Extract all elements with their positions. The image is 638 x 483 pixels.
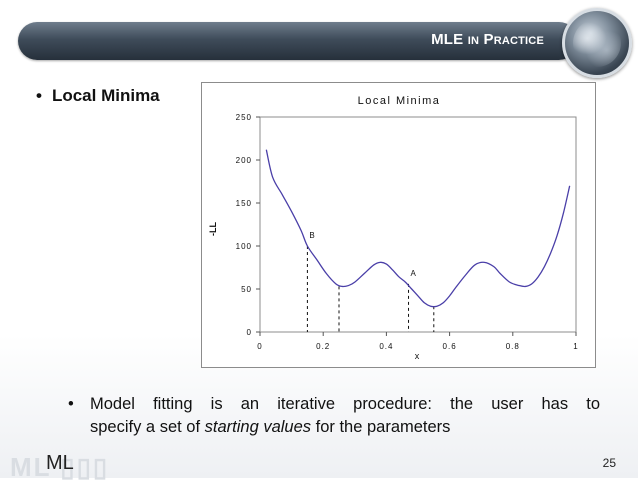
x-tick-label: 0	[257, 342, 262, 351]
footer-watermark: ML ▯▯▯	[10, 452, 110, 482]
marker-label: B	[309, 231, 314, 240]
sub-bullet-line-2-post: for the parameters	[311, 418, 451, 436]
y-tick-label: 100	[236, 242, 252, 251]
title-banner: MLE IN PRACTICE	[18, 22, 578, 60]
title-part-mle: MLE	[431, 31, 464, 48]
chart-ylabel: -LL	[208, 222, 218, 236]
sub-bullet-line-1: Model fitting is an iterative procedure:…	[90, 395, 600, 413]
chart-container: Local Minima -LL x 0 50 100 150 200 250 0 0.2 0.…	[201, 82, 596, 368]
sub-bullet-dot-icon: •	[68, 395, 74, 413]
globe-logo-icon	[562, 8, 632, 78]
chart-plot-area: 0 50 100 150 200 250 0 0.2 0.4 0.6 0.8 1 B A	[236, 113, 578, 351]
title-part-ractice: RACTICE	[493, 35, 544, 47]
title-part-in: IN	[467, 35, 480, 47]
x-tick-label: 1	[573, 342, 578, 351]
x-tick-label: 0.2	[316, 342, 330, 351]
x-tick-label: 0.4	[379, 342, 393, 351]
series-line	[265, 149, 571, 308]
bullet-text: Local Minima	[51, 86, 160, 105]
y-tick-label: 150	[236, 199, 252, 208]
slide-title: MLE IN PRACTICE	[431, 31, 544, 48]
sub-bullet-line-2: specify a set of starting values for the…	[70, 416, 600, 439]
bullet-dot-icon: •	[36, 86, 42, 105]
bullet-local-minima: • Local Minima	[36, 86, 160, 106]
title-part-p: P	[483, 31, 494, 48]
starting-values-emphasis: starting values	[204, 418, 312, 436]
y-tick-label: 50	[241, 285, 252, 294]
y-tick-label: 0	[247, 328, 252, 337]
chart-xlabel: x	[415, 351, 420, 361]
plot-frame	[259, 116, 577, 333]
x-tick-label: 0.8	[506, 342, 520, 351]
sub-bullet-model-fitting: • Model fitting is an iterative procedur…	[68, 393, 600, 439]
page-number: 25	[602, 456, 616, 470]
footer-label: ML	[46, 452, 74, 474]
x-tick-label: 0.6	[443, 342, 457, 351]
y-tick-label: 250	[236, 113, 252, 122]
y-tick-label: 200	[236, 156, 252, 165]
chart-title: Local Minima	[358, 95, 441, 107]
sub-bullet-line-2-pre: specify a set of	[90, 418, 205, 436]
marker-label: A	[411, 269, 417, 278]
local-minima-chart: Local Minima -LL x 0 50 100 150 200 250 0 0.2 0.…	[208, 95, 578, 361]
